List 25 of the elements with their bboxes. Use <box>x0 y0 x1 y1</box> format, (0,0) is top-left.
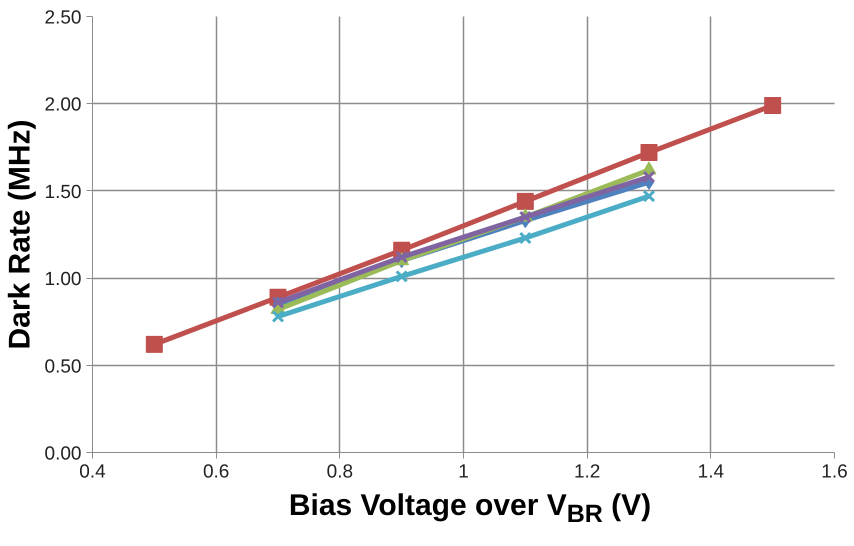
y-tick-label: 1.00 <box>44 269 82 290</box>
point <box>764 96 782 114</box>
point <box>640 144 658 162</box>
x-axis-title: Bias Voltage over V$_{BR}$ (V) <box>288 488 652 530</box>
point <box>518 210 532 224</box>
point <box>146 336 163 353</box>
y-axis-title: Dark Rate (MHz) <box>4 119 37 350</box>
point <box>642 190 656 203</box>
point <box>642 170 656 184</box>
y-tick-label: 2.00 <box>44 94 82 116</box>
point <box>518 232 532 244</box>
y-tick-label: 0.00 <box>44 444 82 464</box>
x-tick-label: 1.4 <box>698 462 724 482</box>
x-tick-label: 0.8 <box>326 462 354 482</box>
x-tick-label: 1.2 <box>574 462 600 482</box>
point <box>516 192 534 210</box>
point <box>395 270 408 283</box>
y-tick-label: 0.50 <box>44 356 82 378</box>
x-tick-label: 1.6 <box>821 462 848 482</box>
y-tick-label: 1.50 <box>44 182 82 203</box>
point <box>272 310 284 323</box>
y-tick-label: 2.50 <box>44 8 82 28</box>
x-tick-label: 1 <box>458 462 469 482</box>
x-tick-label: 0.6 <box>202 462 230 482</box>
x-tick-label: 0.4 <box>79 462 106 482</box>
